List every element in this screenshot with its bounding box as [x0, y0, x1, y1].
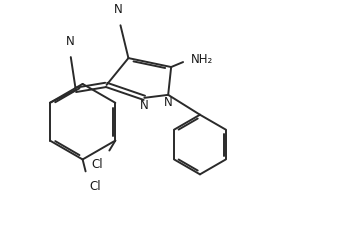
Text: Cl: Cl: [92, 158, 103, 172]
Text: NH₂: NH₂: [191, 53, 213, 65]
Text: Cl: Cl: [90, 180, 101, 193]
Text: N: N: [164, 96, 172, 109]
Text: N: N: [114, 3, 123, 16]
Text: N: N: [140, 99, 149, 112]
Text: N: N: [66, 35, 74, 48]
